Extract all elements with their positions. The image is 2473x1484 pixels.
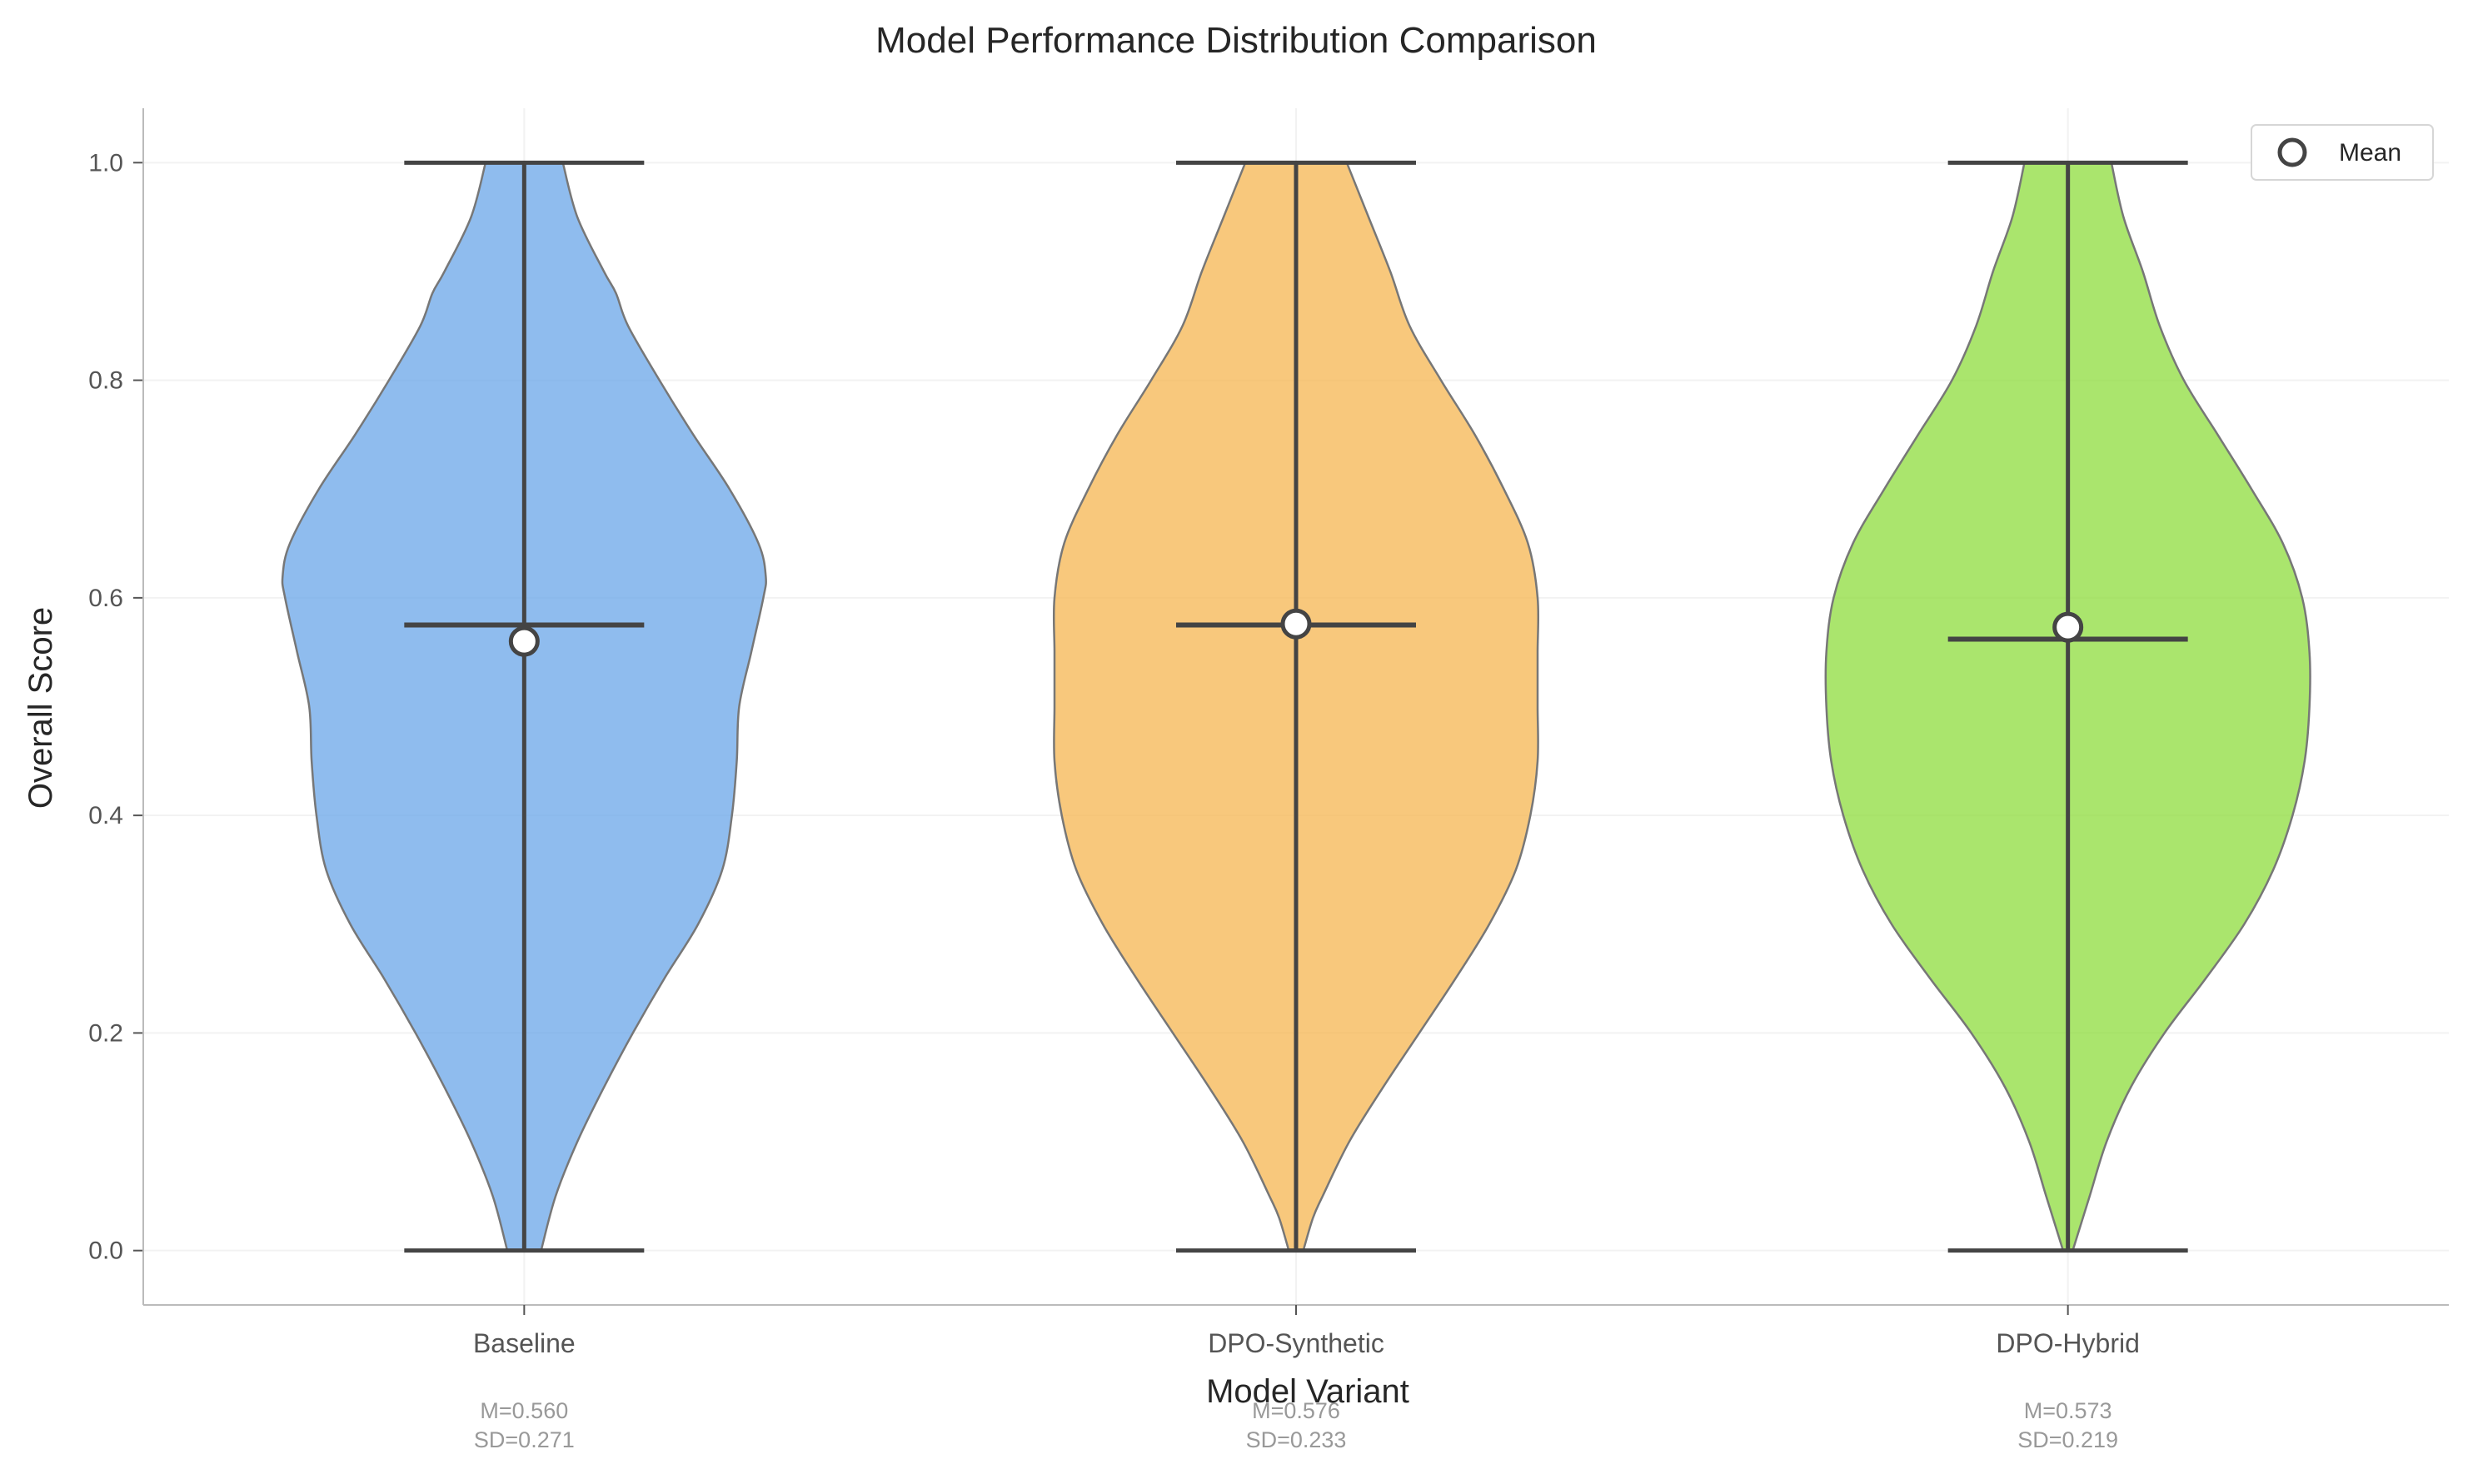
y-tick-label: 0.2 <box>88 1019 123 1047</box>
mean-stat-label: M=0.560 <box>480 1398 568 1423</box>
y-tick-label: 1.0 <box>88 149 123 177</box>
sd-stat-label: SD=0.219 <box>2017 1427 2118 1452</box>
violin-mean-marker <box>1280 608 1312 640</box>
y-tick-label: 0.4 <box>88 802 123 829</box>
y-tick-label: 0.6 <box>88 585 123 612</box>
x-tick-label: DPO-Synthetic <box>1208 1328 1384 1358</box>
legend-mean-label: Mean <box>2339 139 2401 167</box>
x-tick-label: Baseline <box>473 1328 576 1358</box>
legend-mean-marker <box>2277 137 2307 167</box>
mean-stat-label: M=0.576 <box>1252 1398 1340 1423</box>
chart-title: Model Performance Distribution Compariso… <box>875 20 1597 61</box>
y-tick-label: 0.0 <box>88 1237 123 1265</box>
axes <box>133 108 2449 1315</box>
tick-labels: 0.0 0.2 0.4 0.6 0.8 1.0 Baseline M=0.560 SD=0.27… <box>88 149 2140 1452</box>
y-axis-label: Overall Score <box>22 607 59 809</box>
y-tick-label: 0.8 <box>88 367 123 395</box>
legend: Mean <box>2251 124 2434 181</box>
sd-stat-label: SD=0.271 <box>474 1427 575 1452</box>
sd-stat-label: SD=0.233 <box>1246 1427 1347 1452</box>
x-tick-label: DPO-Hybrid <box>1996 1328 2139 1358</box>
x-axis-label: Model Variant <box>1206 1373 1409 1410</box>
violins <box>281 160 2311 1253</box>
mean-stat-label: M=0.573 <box>2024 1398 2112 1423</box>
violin-mean-marker <box>508 625 540 657</box>
violin-mean-marker <box>2052 611 2084 643</box>
